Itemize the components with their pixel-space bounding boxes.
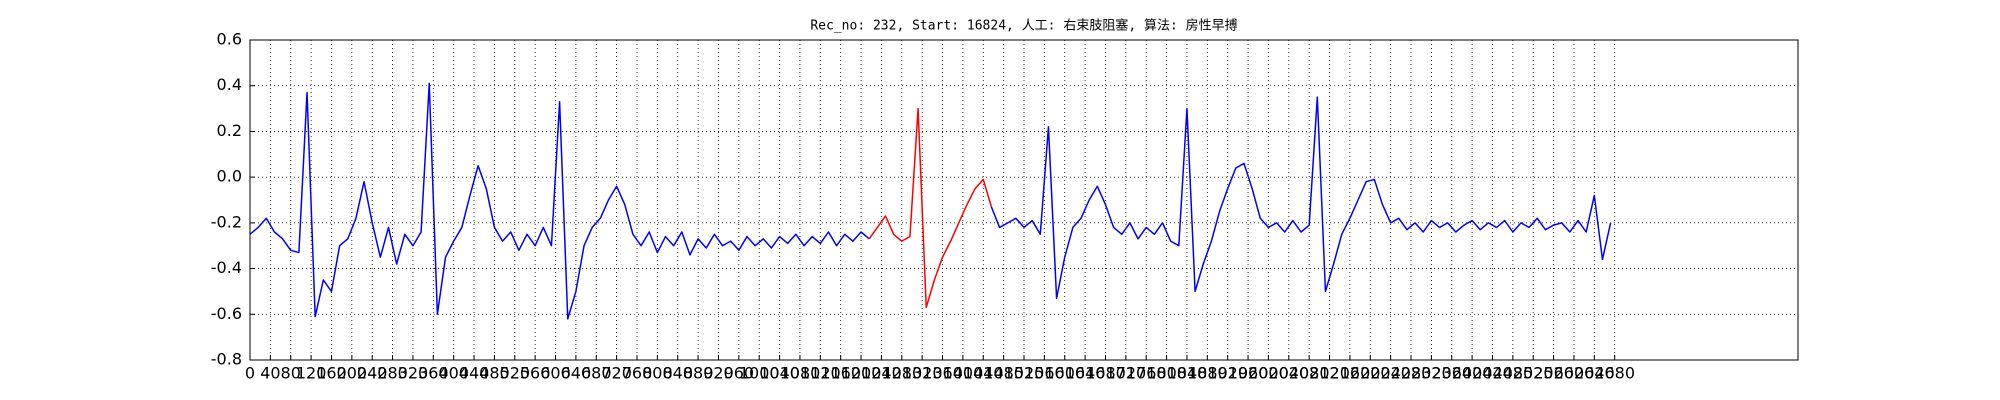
- x-tick-label: 440: [459, 364, 490, 383]
- x-tick-label: 1920: [1207, 364, 1248, 383]
- x-tick-label: 2160: [1330, 364, 1371, 383]
- x-tick-label: 1520: [1004, 364, 1045, 383]
- y-tick-label: -0.6: [211, 304, 242, 323]
- x-tick-label: 1960: [1228, 364, 1269, 383]
- x-tick-label: 1840: [1167, 364, 1208, 383]
- x-tick-label: 240: [357, 364, 388, 383]
- x-tick-label: 1600: [1044, 364, 1085, 383]
- x-tick-label: 960: [724, 364, 755, 383]
- x-tick-label: 1200: [841, 364, 882, 383]
- x-tick-label: 920: [703, 364, 734, 383]
- x-tick-label: 760: [622, 364, 653, 383]
- x-tick-label: 600: [540, 364, 571, 383]
- x-tick-label: 2440: [1472, 364, 1513, 383]
- x-tick-label: 360: [418, 364, 449, 383]
- x-tick-label: 1080: [780, 364, 821, 383]
- x-tick-label: 400: [438, 364, 469, 383]
- x-tick-label: 2360: [1431, 364, 1472, 383]
- x-tick-label: 2600: [1554, 364, 1595, 383]
- x-tick-label: 80: [281, 364, 301, 383]
- y-tick-label: -0.2: [211, 212, 242, 231]
- x-tick-label: 2280: [1391, 364, 1432, 383]
- x-tick-label: 2240: [1370, 364, 1411, 383]
- x-tick-label: 320: [398, 364, 429, 383]
- x-tick-label: 1720: [1105, 364, 1146, 383]
- chart-title: Rec_no: 232, Start: 16824, 人工: 右束肢阻塞, 算法…: [810, 18, 1237, 34]
- ecg-line: [249, 82, 1612, 320]
- x-tick-label: 1480: [983, 364, 1024, 383]
- x-tick-label: 1640: [1065, 364, 1106, 383]
- x-tick-label: 800: [642, 364, 673, 383]
- x-tick-label: 120: [296, 364, 327, 383]
- x-tick-label: 1240: [861, 364, 902, 383]
- x-tick-label: 880: [683, 364, 714, 383]
- x-tick-label: 2640: [1574, 364, 1615, 383]
- x-tick-label: 2680: [1594, 364, 1635, 383]
- x-tick-label: 520: [500, 364, 531, 383]
- x-tick-label: 1560: [1024, 364, 1065, 383]
- x-tick-label: 2120: [1309, 364, 1350, 383]
- y-tick-label: 0.4: [217, 75, 242, 94]
- y-tick-label: 0.6: [217, 30, 242, 49]
- x-tick-label: 1400: [943, 364, 984, 383]
- y-tick-label: -0.4: [211, 258, 242, 277]
- x-tick-label: 2000: [1248, 364, 1289, 383]
- x-tick-label: 1680: [1085, 364, 1126, 383]
- x-tick-label: 1800: [1146, 364, 1187, 383]
- x-tick-label: 2080: [1289, 364, 1330, 383]
- plot-layer: -0.8-0.6-0.4-0.20.00.20.40.60 40 801201602…: [211, 30, 1798, 383]
- x-tick-label: 200: [337, 364, 368, 383]
- x-tick-label: 2320: [1411, 364, 1452, 383]
- x-tick-label: 2480: [1492, 364, 1533, 383]
- y-tick-label: 0.2: [217, 121, 242, 140]
- x-tick-label: 280: [377, 364, 408, 383]
- x-tick-label: 1360: [922, 364, 963, 383]
- x-tick-label: 2200: [1350, 364, 1391, 383]
- x-tick-label: 560: [520, 364, 551, 383]
- x-tick-label: 1280: [881, 364, 922, 383]
- x-tick-label: 1880: [1187, 364, 1228, 383]
- x-tick-label: 840: [662, 364, 693, 383]
- x-tick-label: 1120: [800, 364, 841, 383]
- x-tick-label: 1040: [759, 364, 800, 383]
- x-tick-label: 720: [601, 364, 632, 383]
- y-tick-label: 0.0: [217, 167, 242, 186]
- y-tick-label: -0.8: [211, 350, 242, 369]
- ecg-line: [868, 107, 993, 309]
- plot-frame: [249, 39, 1799, 361]
- x-tick-label: 2400: [1452, 364, 1493, 383]
- x-tick-label: 2520: [1513, 364, 1554, 383]
- x-tick-label: 1000: [739, 364, 780, 383]
- x-tick-label: 480: [479, 364, 510, 383]
- x-tick-label: 680: [581, 364, 612, 383]
- x-tick-label: 1440: [963, 364, 1004, 383]
- x-tick-label: 640: [561, 364, 592, 383]
- x-tick-label: 1760: [1126, 364, 1167, 383]
- x-tick-label: 160: [316, 364, 347, 383]
- x-tick-label: 1320: [902, 364, 943, 383]
- x-tick-label: 1160: [820, 364, 861, 383]
- x-tick-label: 2560: [1533, 364, 1574, 383]
- x-tick-label: 40: [260, 364, 280, 383]
- x-tick-label: 2040: [1268, 364, 1309, 383]
- x-tick-label: 0: [245, 364, 255, 383]
